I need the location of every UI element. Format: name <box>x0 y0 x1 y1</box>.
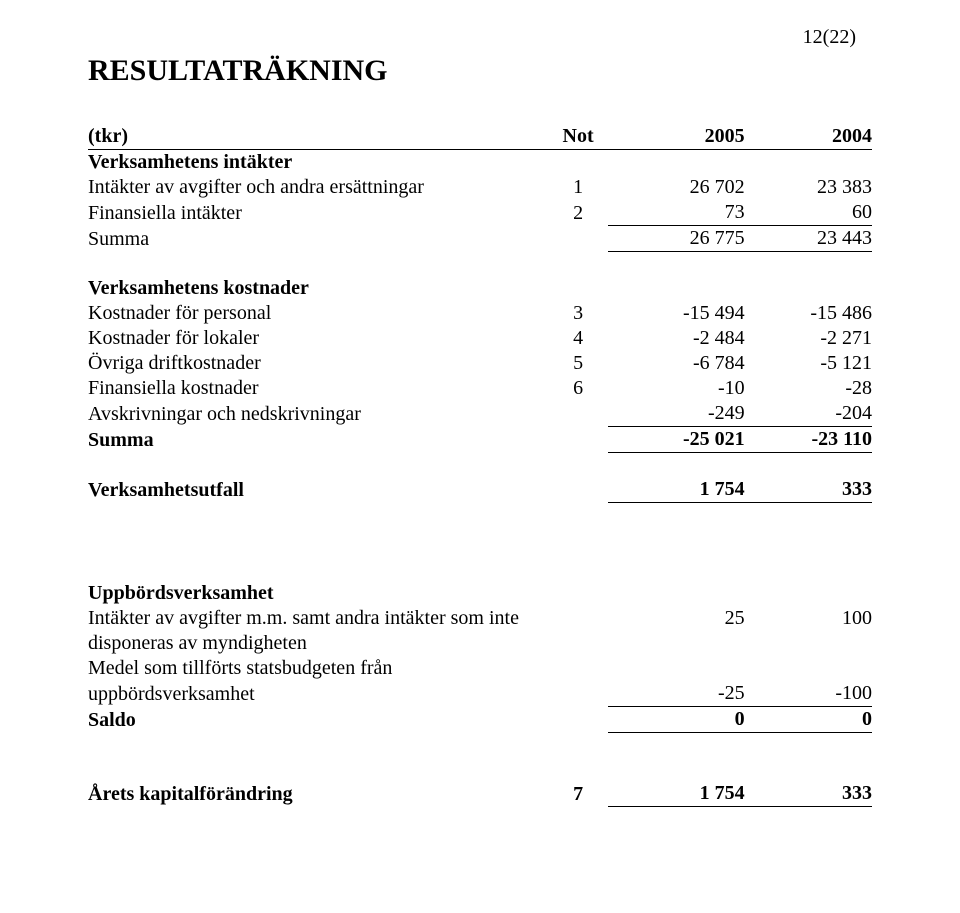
income-statement-table: (tkr) Not 2005 2004 Verksamhetens intäkt… <box>88 124 872 807</box>
row-label: disponeras av myndigheten <box>88 631 549 656</box>
table-row: Finansiella kostnader 6 -10 -28 <box>88 376 872 401</box>
row-value-y1: 26 702 <box>608 175 745 200</box>
row-label: Intäkter av avgifter m.m. samt andra int… <box>88 606 549 631</box>
row-value-y2: -204 <box>745 401 872 427</box>
table-row: disponeras av myndigheten <box>88 631 872 656</box>
row-note: 1 <box>549 175 608 200</box>
row-value-y1: -249 <box>608 401 745 427</box>
row-label: Summa <box>88 226 549 252</box>
row-value-y2: -28 <box>745 376 872 401</box>
row-value-y1: -10 <box>608 376 745 401</box>
header-year2: 2004 <box>745 124 872 150</box>
row-value-y2: -5 121 <box>745 351 872 376</box>
row-label: Summa <box>88 427 549 453</box>
row-value-y2: 333 <box>745 477 872 503</box>
page: 12(22) RESULTATRÄKNING (tkr) Not 2005 20… <box>0 0 960 913</box>
row-label: Årets kapitalförändring <box>88 781 549 807</box>
row-value-y2: 0 <box>745 707 872 733</box>
page-number: 12(22) <box>803 26 856 49</box>
table-row: Kostnader för personal 3 -15 494 -15 486 <box>88 301 872 326</box>
final-row: Årets kapitalförändring 7 1 754 333 <box>88 781 872 807</box>
row-value-y2: -100 <box>745 681 872 707</box>
row-label: Verksamhetsutfall <box>88 477 549 503</box>
row-value-y2: 100 <box>745 606 872 631</box>
section-heading: Uppbördsverksamhet <box>88 581 872 606</box>
row-note: 4 <box>549 326 608 351</box>
row-label: Finansiella intäkter <box>88 200 549 226</box>
header-year1: 2005 <box>608 124 745 150</box>
table-row: Finansiella intäkter 2 73 60 <box>88 200 872 226</box>
row-note: 3 <box>549 301 608 326</box>
row-label: Avskrivningar och nedskrivningar <box>88 401 549 427</box>
report-title: RESULTATRÄKNING <box>88 54 872 88</box>
table-row: Medel som tillförts statsbudgeten från <box>88 656 872 681</box>
section-heading: Verksamhetens intäkter <box>88 150 872 176</box>
row-value-y1: -25 021 <box>608 427 745 453</box>
row-label: Kostnader för lokaler <box>88 326 549 351</box>
sum-row: Summa 26 775 23 443 <box>88 226 872 252</box>
row-value-y1: 0 <box>608 707 745 733</box>
table-row: Intäkter av avgifter m.m. samt andra int… <box>88 606 872 631</box>
row-value-y2: 60 <box>745 200 872 226</box>
row-value-y1: -6 784 <box>608 351 745 376</box>
row-value-y1: 73 <box>608 200 745 226</box>
row-value-y2: 333 <box>745 781 872 807</box>
header-not: Not <box>549 124 608 150</box>
row-label: Övriga driftkostnader <box>88 351 549 376</box>
saldo-row: Saldo 0 0 <box>88 707 872 733</box>
row-note: 2 <box>549 200 608 226</box>
table-row: Intäkter av avgifter och andra ersättnin… <box>88 175 872 200</box>
row-note: 7 <box>549 781 608 807</box>
row-label: Medel som tillförts statsbudgeten från <box>88 656 549 681</box>
row-note: 6 <box>549 376 608 401</box>
row-label: Intäkter av avgifter och andra ersättnin… <box>88 175 549 200</box>
row-value-y2: 23 383 <box>745 175 872 200</box>
row-value-y2: -23 110 <box>745 427 872 453</box>
row-label: uppbördsverksamhet <box>88 681 549 707</box>
row-label: Finansiella kostnader <box>88 376 549 401</box>
row-value-y1: 26 775 <box>608 226 745 252</box>
row-value-y1: -25 <box>608 681 745 707</box>
table-header-row: (tkr) Not 2005 2004 <box>88 124 872 150</box>
table-row: uppbördsverksamhet -25 -100 <box>88 681 872 707</box>
sum-row: Summa -25 021 -23 110 <box>88 427 872 453</box>
row-label: Kostnader för personal <box>88 301 549 326</box>
table-row: Övriga driftkostnader 5 -6 784 -5 121 <box>88 351 872 376</box>
row-value-y1: 25 <box>608 606 745 631</box>
header-unit: (tkr) <box>88 124 549 150</box>
row-value-y2: 23 443 <box>745 226 872 252</box>
row-value-y1: -15 494 <box>608 301 745 326</box>
row-value-y1: 1 754 <box>608 781 745 807</box>
table-row: Kostnader för lokaler 4 -2 484 -2 271 <box>88 326 872 351</box>
row-value-y1: -2 484 <box>608 326 745 351</box>
result-row: Verksamhetsutfall 1 754 333 <box>88 477 872 503</box>
row-note: 5 <box>549 351 608 376</box>
row-value-y2: -15 486 <box>745 301 872 326</box>
section-heading: Verksamhetens kostnader <box>88 276 872 301</box>
table-row: Avskrivningar och nedskrivningar -249 -2… <box>88 401 872 427</box>
row-value-y2: -2 271 <box>745 326 872 351</box>
row-value-y1: 1 754 <box>608 477 745 503</box>
row-label: Saldo <box>88 707 549 733</box>
